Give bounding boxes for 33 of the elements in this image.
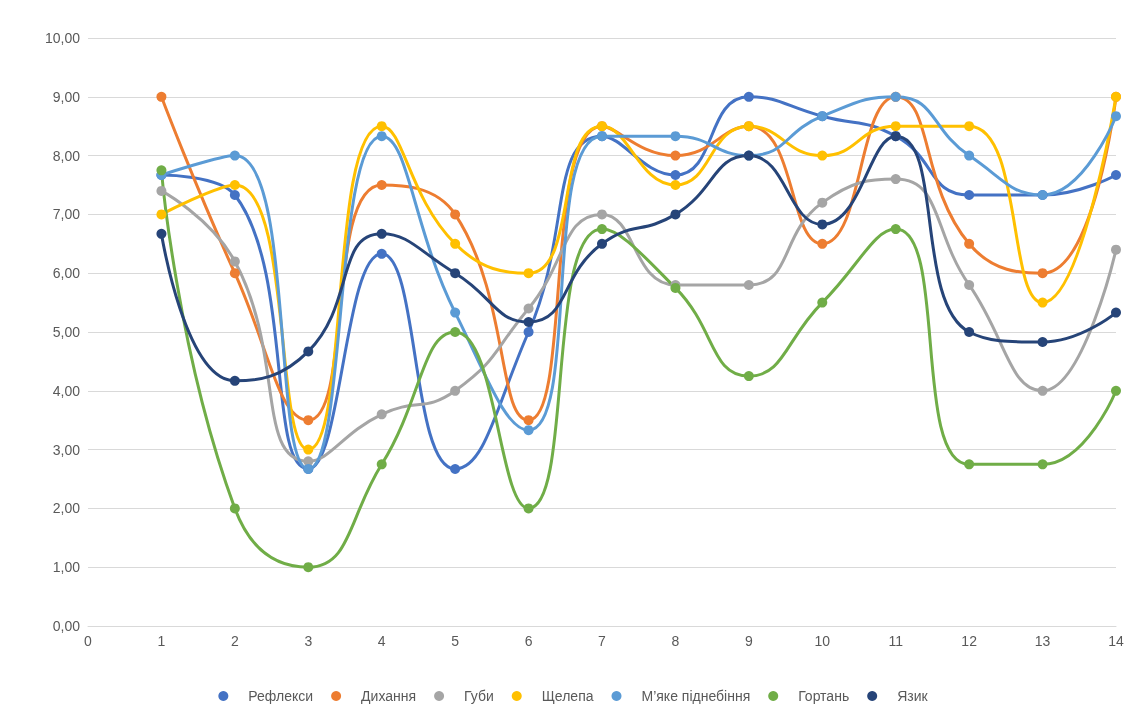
y-tick-label: 6,00 xyxy=(52,265,81,282)
y-tick-label: 9,00 xyxy=(52,88,81,105)
y-tick-label: 4,00 xyxy=(52,382,81,399)
x-tick-label: 3 xyxy=(304,633,313,649)
legend-label: Язик xyxy=(897,688,929,704)
y-tick-label: 1,00 xyxy=(52,559,81,576)
y-tick-label: 10,00 xyxy=(44,30,81,46)
legend-label: Губи xyxy=(464,688,494,704)
y-tick-label: 5,00 xyxy=(52,324,81,340)
x-tick-label: 5 xyxy=(451,633,460,649)
x-tick-label: 13 xyxy=(1034,633,1051,649)
y-tick-label: 2,00 xyxy=(52,500,81,517)
y-tick-label: 3,00 xyxy=(52,441,81,458)
y-tick-label: 0,00 xyxy=(52,618,81,634)
x-tick-label: 1 xyxy=(157,633,166,649)
legend-label: М’яке піднебіння xyxy=(641,688,751,704)
x-tick-label: 6 xyxy=(524,633,533,649)
x-tick-label: 10 xyxy=(814,633,831,649)
x-tick-label: 14 xyxy=(1108,633,1124,649)
x-tick-label: 9 xyxy=(744,633,753,649)
legend-label: Гортань xyxy=(798,688,850,704)
x-tick-label: 7 xyxy=(598,633,607,649)
y-tick-label: 8,00 xyxy=(52,147,81,164)
x-tick-label: 8 xyxy=(671,633,680,649)
y-tick-label: 7,00 xyxy=(52,206,81,223)
x-tick-label: 11 xyxy=(888,633,904,649)
legend-label: Рефлекси xyxy=(248,688,314,704)
legend-label: Щелепа xyxy=(541,688,594,704)
x-tick-label: 12 xyxy=(961,633,978,649)
x-tick-label: 2 xyxy=(230,633,239,649)
legend-label: Дихання xyxy=(361,688,417,704)
x-tick-label: 0 xyxy=(84,633,93,649)
x-tick-label: 4 xyxy=(377,633,386,649)
